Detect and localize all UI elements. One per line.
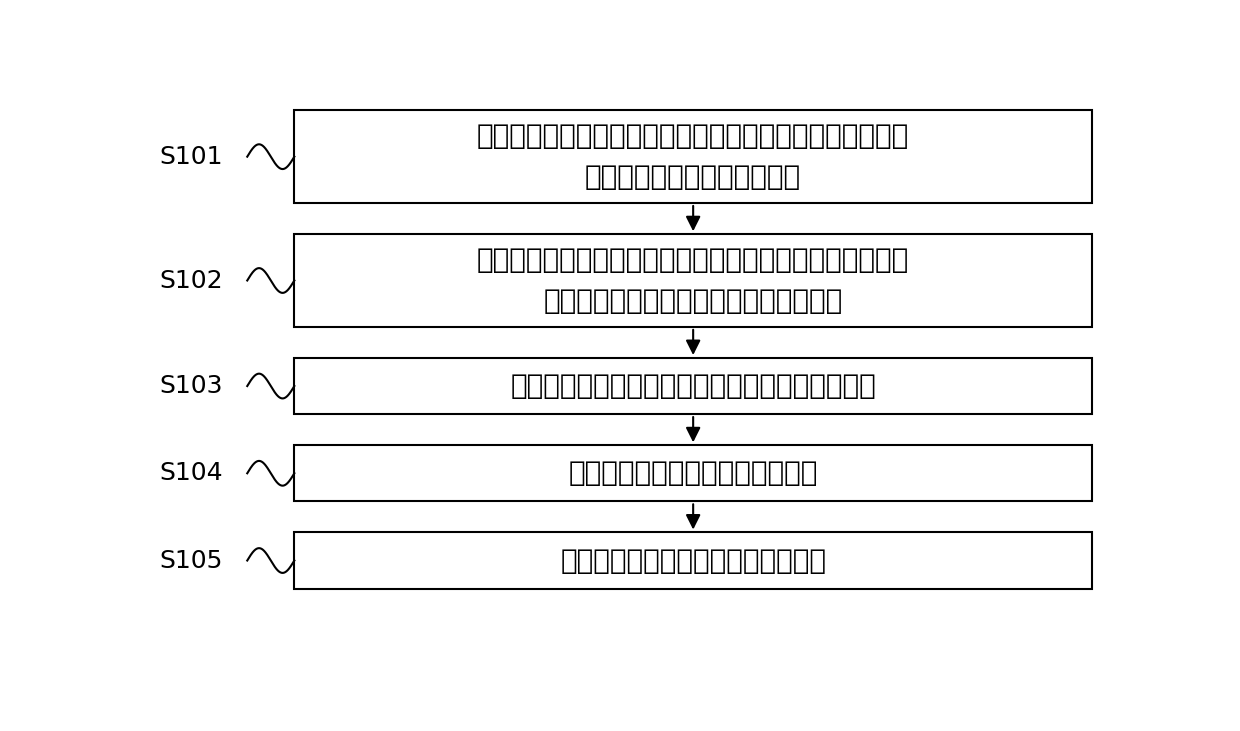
Text: 获取激光穿透玻璃药瓶时的反射一次后的透射光强和反射三
次后的透射光强，并转换成第二电流信号: 获取激光穿透玻璃药瓶时的反射一次后的透射光强和反射三 次后的透射光强，并转换成第… bbox=[477, 246, 909, 315]
Bar bbox=[294, 234, 1092, 327]
Bar bbox=[294, 358, 1092, 414]
Text: 提取输出电流的二次谐波电流信号: 提取输出电流的二次谐波电流信号 bbox=[568, 459, 818, 488]
Text: S103: S103 bbox=[160, 374, 223, 398]
Bar bbox=[294, 532, 1092, 588]
Bar bbox=[294, 445, 1092, 501]
Text: S101: S101 bbox=[160, 145, 223, 169]
Text: S105: S105 bbox=[160, 548, 223, 572]
Text: S104: S104 bbox=[160, 461, 223, 485]
Text: 根据第一电流信号和第二电流信号，获得输出电流: 根据第一电流信号和第二电流信号，获得输出电流 bbox=[511, 372, 875, 400]
Text: 获取激光穿透玻璃药瓶后的主透射光强和反射两次后的透射
光强，并转换成第一电流信号: 获取激光穿透玻璃药瓶后的主透射光强和反射两次后的透射 光强，并转换成第一电流信号 bbox=[477, 122, 909, 192]
Text: 根据二次谐波电流信号获得氧气浓度: 根据二次谐波电流信号获得氧气浓度 bbox=[560, 547, 826, 575]
Bar bbox=[294, 110, 1092, 203]
Text: S102: S102 bbox=[160, 268, 223, 292]
